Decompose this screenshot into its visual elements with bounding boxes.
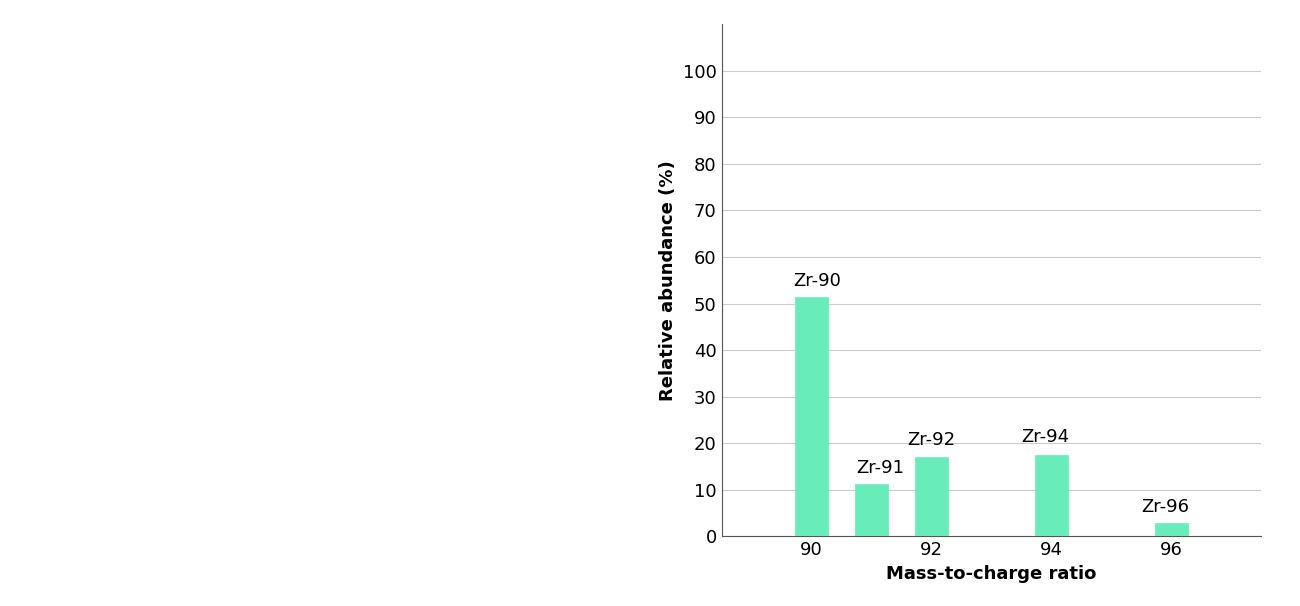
- Bar: [794, 296, 828, 536]
- Text: Zr-90: Zr-90: [793, 271, 841, 290]
- Y-axis label: Relative abundance (%): Relative abundance (%): [659, 160, 677, 401]
- Text: Zr-96: Zr-96: [1141, 498, 1190, 516]
- Text: Zr-91: Zr-91: [857, 459, 905, 477]
- Bar: [1154, 523, 1188, 536]
- Bar: [1035, 455, 1067, 536]
- Text: Zr-94: Zr-94: [1022, 428, 1070, 445]
- Bar: [915, 457, 948, 536]
- X-axis label: Mass-to-charge ratio: Mass-to-charge ratio: [887, 565, 1096, 583]
- Text: Zr-92: Zr-92: [907, 431, 956, 449]
- Bar: [855, 484, 888, 536]
